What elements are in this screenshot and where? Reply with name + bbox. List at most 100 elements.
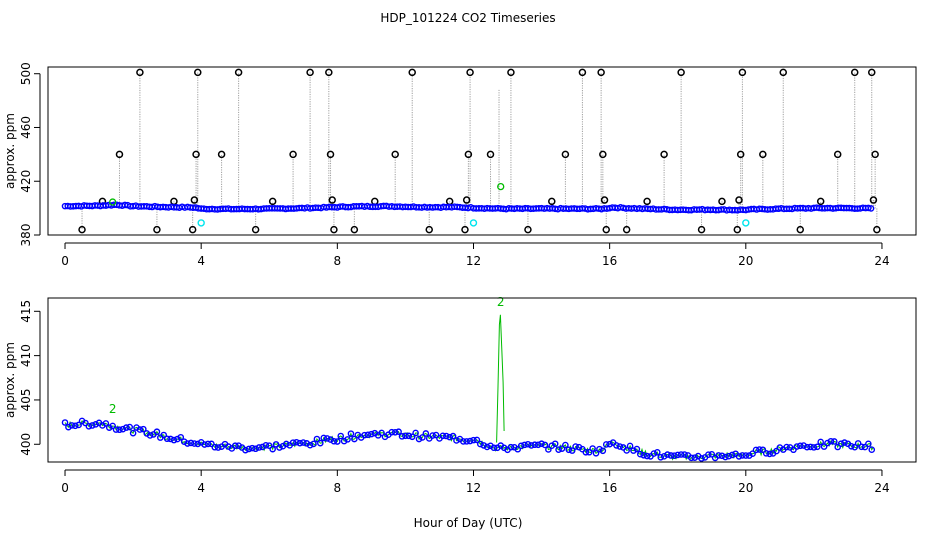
- raw-point: [136, 68, 144, 77]
- filtered-point: [412, 429, 419, 437]
- filtered-point: [640, 451, 647, 459]
- filtered-point: [803, 443, 811, 451]
- filtered-point: [528, 442, 535, 449]
- filtered-point: [140, 425, 147, 433]
- filtered-point: [102, 420, 110, 427]
- filtered-point: [252, 445, 259, 453]
- filtered-point: [810, 444, 818, 451]
- filtered-point: [589, 445, 596, 452]
- filtered-point: [555, 446, 562, 453]
- y-tick-label: 380: [19, 224, 33, 247]
- filtered-point: [545, 446, 552, 453]
- filtered-point: [688, 454, 695, 462]
- filtered-point: [306, 441, 314, 449]
- filtered-point: [813, 443, 821, 451]
- filtered-point: [476, 440, 484, 448]
- filtered-point: [483, 443, 491, 451]
- x-tick-label: 24: [874, 254, 889, 268]
- filtered-point: [831, 438, 838, 445]
- filtered-point: [800, 442, 807, 449]
- bottom-plot-frame: [47, 297, 917, 463]
- x-tick-label: 0: [61, 481, 69, 495]
- filtered-point: [766, 450, 773, 458]
- filtered-point: [395, 428, 402, 436]
- filtered-point: [664, 451, 671, 458]
- filtered-point: [105, 424, 113, 431]
- filtered-point: [71, 422, 79, 430]
- filtered-point: [449, 432, 457, 440]
- filtered-point: [402, 432, 409, 440]
- filtered-point: [320, 434, 328, 442]
- filtered-point: [507, 443, 515, 451]
- raw-point: [561, 150, 570, 159]
- filtered-point: [310, 440, 317, 448]
- filtered-point: [551, 440, 559, 448]
- filtered-point: [827, 437, 835, 445]
- raw-point: [697, 225, 706, 234]
- top-spike-lines: [81, 72, 878, 230]
- raw-point: [850, 68, 859, 77]
- filtered-point: [728, 451, 736, 459]
- filtered-point: [667, 452, 675, 459]
- filtered-point: [602, 441, 610, 448]
- filtered-point: [783, 443, 790, 451]
- filtered-point: [773, 447, 780, 455]
- filtered-point: [657, 453, 665, 461]
- filtered-point: [470, 436, 477, 444]
- x-tick-label: 16: [602, 481, 617, 495]
- filtered-point: [112, 426, 120, 433]
- filtered-point: [708, 451, 716, 458]
- filtered-point: [572, 443, 579, 450]
- filtered-point: [705, 451, 712, 458]
- filtered-point: [282, 440, 290, 448]
- y-tick-label: 415: [19, 300, 33, 323]
- raw-point: [153, 225, 161, 234]
- raw-point: [643, 197, 651, 206]
- y-tick-label: 405: [19, 388, 33, 411]
- filtered-point: [521, 441, 528, 449]
- x-axis-label: Hour of Day (UTC): [414, 516, 523, 530]
- filtered-point: [122, 424, 130, 431]
- top-filtered-points: [61, 201, 875, 214]
- filtered-point: [739, 452, 746, 459]
- filtered-point: [361, 431, 368, 439]
- raw-point: [599, 150, 607, 159]
- raw-point: [425, 225, 433, 234]
- y-tick-label: 410: [19, 344, 33, 367]
- raw-point: [306, 68, 314, 77]
- flag2-point: [197, 219, 205, 227]
- filtered-point: [368, 430, 375, 438]
- top-x-axis: 0 4 8 12 16 20 24: [61, 242, 890, 268]
- filtered-point: [463, 438, 470, 445]
- filtered-point: [616, 443, 624, 450]
- filtered-point: [92, 421, 99, 428]
- raw-point: [391, 150, 399, 159]
- raw-point: [622, 225, 631, 234]
- filtered-point: [364, 431, 372, 439]
- filtered-point: [759, 446, 767, 454]
- filtered-point: [184, 440, 191, 447]
- raw-point: [524, 225, 532, 234]
- filtered-point: [865, 440, 872, 448]
- filtered-point: [415, 435, 423, 443]
- raw-point: [871, 150, 879, 159]
- filtered-point: [405, 432, 413, 440]
- x-tick-label: 20: [738, 481, 753, 495]
- filtered-point: [408, 433, 416, 441]
- raw-point: [325, 68, 333, 77]
- filtered-point: [262, 442, 270, 449]
- raw-point: [597, 68, 605, 77]
- filtered-point: [660, 453, 668, 460]
- filtered-point: [136, 426, 144, 433]
- raw-point: [733, 225, 742, 234]
- raw-point: [677, 68, 685, 77]
- figure-title: HDP_101224 CO2 Timeseries: [380, 11, 555, 25]
- filtered-point: [793, 443, 801, 450]
- raw-point: [78, 225, 86, 234]
- filtered-point: [276, 444, 283, 451]
- raw-point: [602, 225, 610, 234]
- flag-count-label: 2: [497, 295, 505, 309]
- filtered-point: [269, 445, 276, 453]
- top-panel: 0 4 8 12 16 20 24 380 420 460 500 approx. ppm: [3, 62, 917, 268]
